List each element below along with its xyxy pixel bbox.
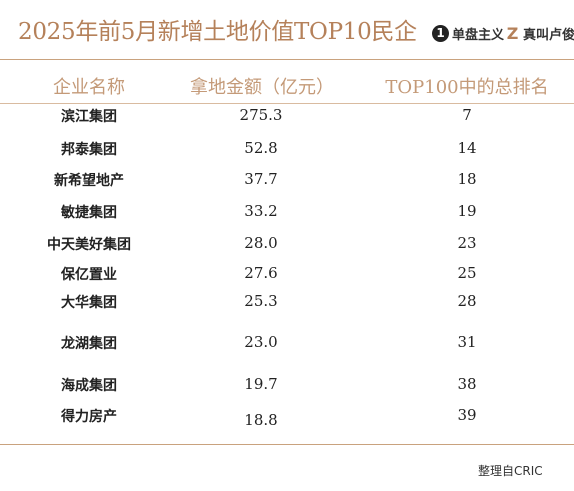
top100-rank: 28 — [457, 292, 477, 310]
company-name: 得力房产 — [61, 409, 117, 425]
source-note: 整理自CRIC — [478, 464, 543, 478]
column-header-rank: TOP100中的总排名 — [385, 77, 549, 98]
top100-rank: 19 — [457, 202, 477, 220]
zhenjiaolujun-logo-icon: Z — [506, 23, 519, 43]
land-amount: 28.0 — [244, 234, 278, 252]
column-header-amount: 拿地金额（亿元） — [190, 77, 334, 98]
land-amount: 18.8 — [244, 411, 278, 429]
top100-rank: 39 — [457, 406, 477, 424]
land-amount: 25.3 — [244, 292, 278, 310]
table-row: 得力房产 18.8 39 — [0, 406, 574, 429]
land-amount: 23.0 — [244, 333, 278, 351]
brand-danpanzhuyi: 1 单盘主义 — [432, 22, 504, 44]
table-row: 新希望地产 37.7 18 — [0, 170, 574, 190]
header-divider — [0, 103, 574, 104]
top100-rank: 18 — [457, 170, 477, 188]
top100-rank: 38 — [457, 375, 477, 393]
top100-rank: 31 — [457, 333, 477, 351]
top100-rank: 14 — [457, 139, 477, 157]
page-title: 2025年前5月新增土地价值TOP10民企 — [18, 19, 417, 45]
land-amount: 19.7 — [244, 375, 278, 393]
land-amount: 52.8 — [244, 139, 278, 157]
table-row: 大华集团 25.3 28 — [0, 292, 574, 312]
table-row: 海成集团 19.7 38 — [0, 375, 574, 395]
land-amount: 33.2 — [244, 202, 278, 220]
table-row: 敏捷集团 33.2 19 — [0, 202, 574, 222]
company-name: 新希望地产 — [54, 173, 124, 189]
land-amount: 275.3 — [239, 106, 283, 124]
company-name: 邦泰集团 — [61, 142, 117, 158]
brand-label: 真叫卢俊 — [523, 27, 574, 43]
top100-rank: 7 — [462, 106, 472, 124]
table-row: 邦泰集团 52.8 14 — [0, 139, 574, 159]
table-row: 龙湖集团 23.0 31 — [0, 333, 574, 353]
top100-rank: 23 — [457, 234, 477, 252]
company-name: 中天美好集团 — [47, 237, 131, 253]
column-header-company: 企业名称 — [53, 77, 125, 98]
top100-rank: 25 — [457, 264, 477, 282]
company-name: 海成集团 — [61, 378, 117, 394]
company-name: 保亿置业 — [61, 267, 117, 283]
company-name: 大华集团 — [61, 295, 117, 311]
company-name: 龙湖集团 — [61, 336, 117, 352]
company-name: 敏捷集团 — [61, 205, 117, 221]
land-amount: 27.6 — [244, 264, 278, 282]
table-row: 滨江集团 275.3 7 — [0, 106, 574, 126]
top-divider — [0, 59, 574, 60]
danpanzhuyi-logo-icon: 1 — [432, 24, 449, 42]
land-amount: 37.7 — [244, 170, 278, 188]
bottom-divider — [0, 444, 574, 445]
company-name: 滨江集团 — [61, 109, 117, 125]
brand-zhenjiaolujun: Z 真叫卢俊 — [504, 22, 574, 44]
table-row: 保亿置业 27.6 25 — [0, 264, 574, 284]
table-row: 中天美好集团 28.0 23 — [0, 234, 574, 254]
brand-label: 单盘主义 — [452, 27, 505, 43]
